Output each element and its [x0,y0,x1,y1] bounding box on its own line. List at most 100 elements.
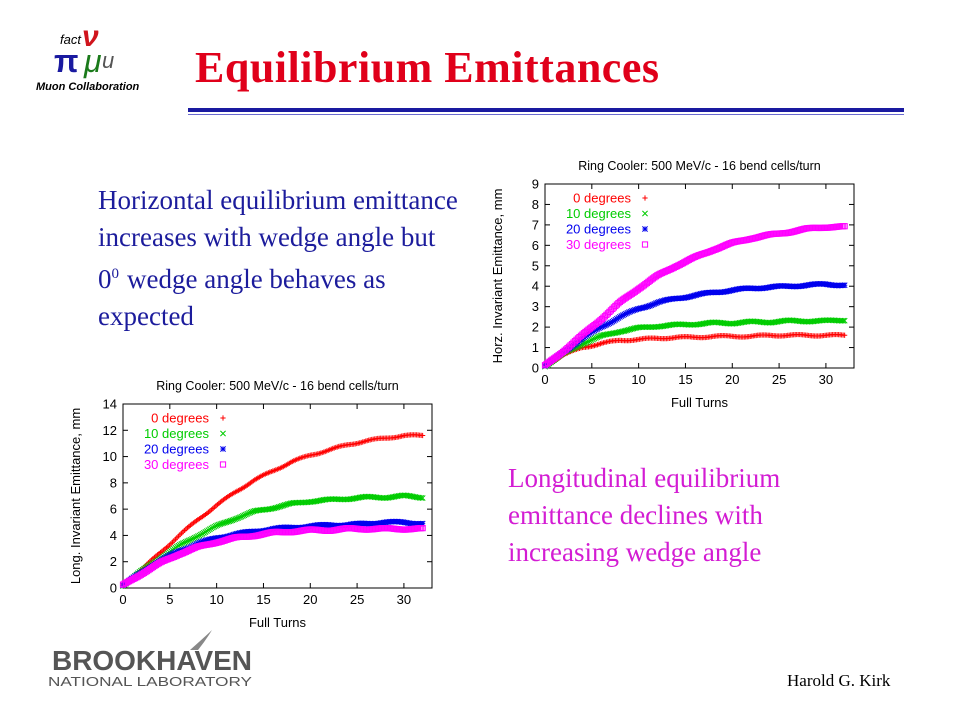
logo-nu-glyph: ν [82,20,99,53]
long-chart-y-tick-label: 12 [103,423,117,438]
horz-chart-y-tick-label: 0 [532,361,539,376]
horz-chart-data-point [591,335,598,342]
horz-chart-data-point [588,337,595,344]
long-chart-data-point [239,512,246,519]
long-chart-data-point [238,513,245,520]
horz-chart-series-0 [542,331,848,369]
horizontal-emittance-note: Horizontal equilibrium emittance increas… [98,182,458,335]
horizontal-note-superscript: 0 [111,266,120,282]
horz-chart-data-point [655,299,662,306]
long-chart-y-tick-label: 14 [103,397,117,412]
horz-chart-data-point [595,325,602,332]
horz-chart-data-point [601,322,608,329]
long-chart-x-tick-label: 10 [209,592,223,607]
long-chart-data-point [419,525,426,532]
logo-top-text: fact [60,32,82,47]
title-underline-thin [188,114,904,115]
long-chart-data-point [185,537,192,544]
horz-chart-legend-label: 30 degrees [566,237,632,252]
horz-chart-data-point [624,309,631,316]
horz-chart-data-point [630,307,637,314]
logo-mu-glyph: μ [83,43,102,79]
long-chart-x-axis-label: Full Turns [249,615,307,630]
long-chart-data-point [187,536,194,543]
long-chart-data-point [245,510,252,517]
long-chart-x-tick-label: 0 [119,592,126,607]
long-chart-data-point [182,538,189,545]
horizontal-emittance-chart: Ring Cooler: 500 MeV/c - 16 bend cells/t… [490,159,855,410]
horz-chart-plot-frame [544,183,855,369]
long-chart-legend-label: 10 degrees [144,426,210,441]
horz-chart-x-axis-label: Full Turns [671,395,729,410]
horz-chart-series-2 [542,280,848,369]
long-chart-x-tick-label: 15 [256,592,270,607]
long-chart-data-point [194,533,201,540]
long-chart-legend-marker [219,461,227,468]
horz-chart-data-point [603,321,610,328]
horz-chart-legend-marker [641,241,649,248]
long-chart-data-point [247,509,254,516]
horz-chart-data-point [585,338,592,345]
horizontal-note-after: wedge angle behaves as expected [98,264,386,331]
long-chart-legend-marker [220,415,226,421]
long-chart-data-point [191,534,198,541]
brookhaven-lab-logo: BROOKHAVEN NATIONAL LABORATORY [48,630,252,689]
longitudinal-emittance-note: Longitudinal equilibrium emittance decli… [508,463,781,567]
horz-chart-x-tick-label: 15 [678,372,692,387]
long-chart-data-point [179,540,186,547]
horz-chart-x-tick-label: 10 [631,372,645,387]
horz-chart-data-point [592,326,599,333]
horz-chart-series-1 [542,317,848,370]
slide-title: Equilibrium Emittances [195,43,660,92]
horz-chart-data-point [646,302,653,309]
horz-chart-data-point [589,336,596,343]
horz-chart-data-point [598,323,605,330]
horz-chart-y-tick-label: 3 [532,299,539,314]
horz-chart-data-point [649,301,656,308]
brookhaven-swoosh-icon [190,630,212,650]
long-chart-series-3 [119,525,426,588]
horz-chart-legend-label: 0 degrees [573,191,631,206]
horz-chart-data-point [594,334,601,341]
horz-chart-x-tick-label: 25 [772,372,786,387]
long-chart-data-point [190,535,197,542]
author-name: Harold G. Kirk [787,671,891,690]
horz-chart-data-point [625,309,632,316]
long-chart-data-point [244,510,251,517]
long-chart-data-point [242,511,249,518]
long-chart-data-point [200,538,207,544]
long-chart-legend-label: 20 degrees [144,442,210,457]
horz-chart-y-tick-label: 1 [532,340,539,355]
horz-chart-x-tick-label: 5 [588,372,595,387]
long-chart-y-tick-label: 10 [103,449,117,464]
logo-mu2-glyph: u [102,48,114,73]
horz-chart-x-tick-label: 20 [725,372,739,387]
long-chart-legend-label: 30 degrees [144,457,210,472]
long-chart-y-axis-label: Long. Invariant Emittance, mm [68,408,83,584]
horz-chart-y-tick-label: 5 [532,258,539,273]
long-chart-y-tick-label: 0 [110,581,117,596]
brookhaven-subtitle: NATIONAL LABORATORY [48,674,252,689]
horz-chart-data-point [594,325,601,332]
long-chart-data-point [236,514,243,521]
horz-chart-data-point [841,317,848,324]
horz-chart-data-point [592,334,599,341]
long-chart-legend-label: 0 degrees [151,411,209,426]
longitudinal-emittance-chart: Ring Cooler: 500 MeV/c - 16 bend cells/t… [68,379,433,630]
brookhaven-wordmark: BROOKHAVEN [52,645,252,676]
horz-chart-x-tick-label: 0 [541,372,548,387]
long-chart-series-1 [120,492,426,590]
horz-chart-data-point [582,340,589,346]
long-chart-data-point [184,538,191,545]
logo-pi-glyph: π [54,43,79,79]
horz-chart-series-3 [541,223,848,369]
horz-chart-y-tick-label: 6 [532,238,539,253]
long-chart-data-point [233,515,240,522]
logo-caption: Muon Collaboration [36,81,140,93]
horz-chart-data-point [621,311,628,318]
horz-chart-data-point [842,332,848,338]
horz-chart-data-point [652,300,659,307]
horz-chart-y-tick-label: 8 [532,197,539,212]
long-chart-data-point [212,522,219,529]
long-chart-y-tick-label: 4 [110,528,117,543]
